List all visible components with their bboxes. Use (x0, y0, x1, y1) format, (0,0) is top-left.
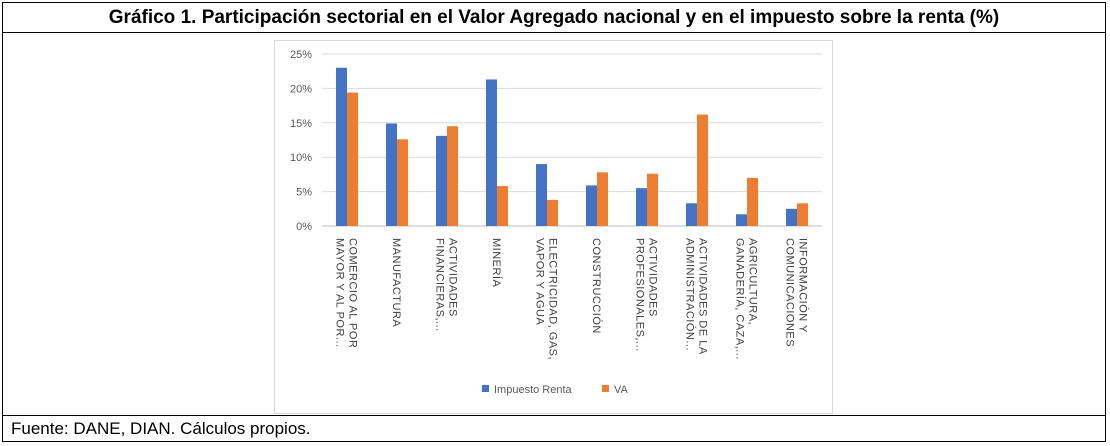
bar-impuesto-renta (686, 203, 697, 226)
x-tick-label-line: FINANCIERAS,... (434, 238, 446, 332)
x-tick-label: MANUFACTURA (390, 238, 402, 327)
bar-impuesto-renta (436, 135, 447, 226)
x-tick-label-line: COMUNICACIONES (784, 238, 796, 347)
y-tick-label: 25% (290, 49, 312, 61)
x-tick-label-line: ADMINISTRACIÓN... (684, 238, 697, 351)
bar-va (597, 172, 608, 226)
bar-va (547, 199, 558, 226)
x-tick-label: MINERÍA (490, 238, 503, 288)
bar-va (347, 92, 358, 226)
x-tick-label-line: MAYOR Y AL POR... (334, 238, 346, 348)
chart-panel: 0% 5% 10% 15% 20% 25% COMERCIO AL POR MAYOR Y … (274, 40, 833, 414)
source-row: Fuente: DANE, DIAN. Cálculos propios. (3, 415, 1105, 441)
bar-va (397, 139, 408, 226)
x-tick-label-line: INFORMACIÓN Y (797, 238, 810, 333)
bar-va (747, 177, 758, 226)
x-tick-label: ACTIVIDADESPROFESIONALES,... (634, 238, 659, 352)
x-tick-label: AGRICULTURA,GANADERÍA, CAZA,... (734, 238, 759, 360)
x-tick-label: CONSTRUCCIÓN (590, 238, 603, 334)
legend-swatch (482, 385, 489, 392)
bars (336, 67, 808, 227)
bar-impuesto-renta (636, 188, 647, 226)
x-tick-label-line: COMERCIO AL POR (347, 238, 359, 348)
chart-title: Gráfico 1. Participación sectorial en el… (108, 6, 1000, 28)
x-tick-label: ACTIVIDADES DE LAADMINISTRACIÓN... (684, 238, 709, 355)
x-tick-label-line: MANUFACTURA (390, 238, 402, 327)
y-axis-ticks: 0% 5% 10% 15% 20% 25% (290, 49, 312, 233)
y-tick-label: 0% (296, 221, 312, 233)
title-row: Gráfico 1. Participación sectorial en el… (3, 3, 1105, 33)
bar-va (497, 186, 508, 226)
source-note: Fuente: DANE, DIAN. Cálculos propios. (11, 418, 311, 438)
bar-impuesto-renta (336, 67, 347, 226)
x-tick-label-line: ACTIVIDADES (647, 238, 659, 317)
x-tick-label-line: CONSTRUCCIÓN (590, 238, 603, 334)
y-tick-label: 10% (290, 152, 312, 164)
y-tick-label: 20% (290, 83, 312, 95)
legend-label: Impuesto Renta (494, 384, 573, 396)
legend-swatch (602, 385, 609, 392)
bar-va (697, 114, 708, 226)
x-tick-label-line: PROFESIONALES,... (634, 238, 646, 352)
y-tick-label: 5% (296, 187, 312, 199)
bar-impuesto-renta (386, 123, 397, 226)
x-tick-label-line: ACTIVIDADES DE LA (697, 238, 709, 355)
x-tick-label: ACTIVIDADESFINANCIERAS,... (434, 238, 459, 332)
legend-label: VA (614, 384, 629, 396)
bar-va (647, 173, 658, 226)
bar-impuesto-renta (736, 214, 747, 226)
x-tick-label-line: MINERÍA (490, 238, 503, 288)
bar-va (797, 203, 808, 226)
x-tick-label-line: GANADERÍA, CAZA,... (734, 238, 747, 360)
bar-impuesto-renta (586, 185, 597, 226)
bar-impuesto-renta (486, 79, 497, 227)
x-tick-label-line: AGRICULTURA, (747, 238, 759, 325)
x-tick-label-line: VAPOR Y AGUA (534, 238, 546, 325)
x-tick-label-line: ELECTRICIDAD, GAS, (547, 238, 559, 360)
bar-impuesto-renta (786, 208, 797, 226)
x-tick-label-line: ACTIVIDADES (447, 238, 459, 317)
bar-va (447, 126, 458, 226)
y-tick-label: 15% (290, 118, 312, 130)
bar-impuesto-renta (536, 164, 547, 226)
legend: Impuesto Renta VA (482, 384, 629, 396)
x-tick-label: ELECTRICIDAD, GAS,VAPOR Y AGUA (534, 238, 559, 360)
